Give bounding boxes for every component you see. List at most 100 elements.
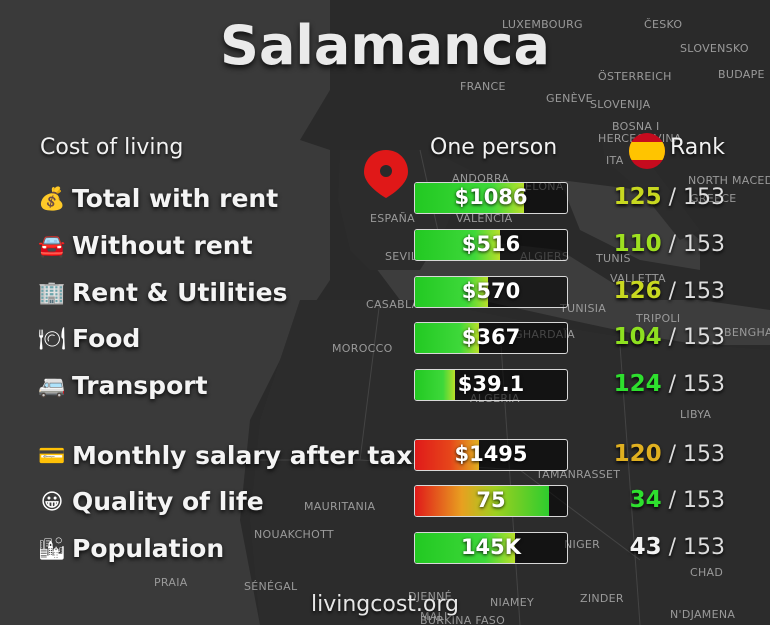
row-label: Rent & Utilities [72,278,288,307]
map-label: ÖSTERREICH [598,70,672,83]
city-chart-icon: 🏙 [38,537,66,562]
rank-cell: 43 / 153 [575,534,725,560]
rank-total: / 153 [668,488,725,513]
row-label: Transport [72,371,208,400]
rank-number: 120 [613,441,662,467]
map-label: VALLETTA [610,272,666,285]
map-label: GENÈVE [546,92,593,105]
rank-number: 110 [613,231,662,257]
row-value: 145K [460,535,522,559]
value-bar: $367 [414,322,568,354]
building-icon: 🏢 [38,281,66,306]
smiley-icon: 😀 [40,490,64,515]
bar-fill [415,486,549,516]
bar-fill [415,183,525,213]
map-label: BUDAPE [718,68,765,81]
rank-total: / 153 [668,325,725,350]
rank-number: 124 [613,371,662,397]
rank-cell: 125 / 153 [575,184,725,210]
site-footer[interactable]: livingcost.org [311,592,459,617]
rank-cell: 126 / 153 [575,278,725,304]
rank-number: 34 [629,487,662,513]
map-label: NORTH MACED [688,174,770,187]
bar-fill [415,370,455,400]
credit-card-icon: 💳 [38,444,66,469]
rank-cell: 34 / 153 [575,487,725,513]
row-value: $1495 [454,442,528,466]
rank-number: 43 [629,534,662,560]
value-bar: 75 [414,485,568,517]
value-bar: $1086 [414,182,568,214]
bar-fill [415,323,479,353]
value-bar: $516 [414,229,568,261]
value-bar: $39.1 [414,369,568,401]
rank-number: 125 [613,184,662,210]
bar-fill [415,277,488,307]
row-value: $367 [461,325,521,349]
row-value: $570 [461,279,521,303]
value-bar: $1495 [414,439,568,471]
plate-cutlery-icon: 🍽 [38,327,66,352]
map-label: ESPAÑA [370,212,415,225]
map-label: LUXEMBOURG [502,18,583,31]
map-label: BOSNA I [612,120,660,133]
row-population: 🏙 Population 145K 43 / 153 [0,532,770,572]
row-label: Monthly salary after tax [72,441,413,470]
row-label: Quality of life [72,487,264,516]
map-label: SÉNÉGAL [244,580,298,593]
minibus-icon: 🚐 [38,374,66,399]
row-value: $516 [461,232,521,256]
map-label: CHAD [690,566,724,579]
row-label: Food [72,324,141,353]
money-bag-icon: 💰 [38,187,66,212]
row-monthly-salary: 💳 Monthly salary after tax $1495 120 / 1… [0,439,770,479]
map-label: GREECE [690,192,737,205]
map-label: MOROCCO [332,342,393,355]
map-label: BENGHA [724,326,770,339]
map-label: TRIPOLI [636,312,681,325]
cost-of-living-header: Cost of living [40,135,184,160]
map-label: ČESKO [644,18,683,31]
map-label: ITA [606,154,624,167]
page-title: Salamanca [220,14,550,77]
rank-cell: 120 / 153 [575,441,725,467]
row-label: Total with rent [72,184,279,213]
rank-number: 104 [613,324,662,350]
rank-total: / 153 [668,185,725,210]
bar-fill [415,440,479,470]
rank-cell: 104 / 153 [575,324,725,350]
map-label: PRAIA [154,576,188,589]
row-without-rent: 🚘 Without rent $516 110 / 153 [0,229,770,269]
row-value: 75 [476,488,506,512]
rank-cell: 124 / 153 [575,371,725,397]
spain-flag-icon [629,133,665,169]
rank-total: / 153 [668,372,725,397]
rank-total: / 153 [668,279,725,304]
map-label: DJENNÉ [408,590,452,603]
map-label: SLOVENIJA [590,98,651,111]
map-label: NOUAKCHOTT [254,528,334,541]
map-label: TUNIS [596,252,631,265]
rank-total: / 153 [668,232,725,257]
rank-number: 126 [613,278,662,304]
bar-fill [415,533,516,563]
rank-total: / 153 [668,535,725,560]
location-pin-icon [364,150,408,198]
car-icon: 🚘 [38,234,66,259]
bar-fill [415,230,501,260]
map-label: BURKINA FASO [420,614,506,625]
value-bar: 145K [414,532,568,564]
rank-cell: 110 / 153 [575,231,725,257]
row-total-with-rent: 💰 Total with rent $1086 125 / 153 [0,182,770,222]
map-label: MALI [420,610,448,623]
row-quality-of-life: 😀 Quality of life 75 34 / 153 [0,485,770,525]
one-person-header: One person [430,135,558,160]
map-label: ZINDER [580,592,624,605]
rank-total: / 153 [668,442,725,467]
row-label: Without rent [72,231,253,260]
map-label: FRANCE [460,80,506,93]
map-label: SLOVENSKO [680,42,749,55]
row-label: Population [72,534,225,563]
